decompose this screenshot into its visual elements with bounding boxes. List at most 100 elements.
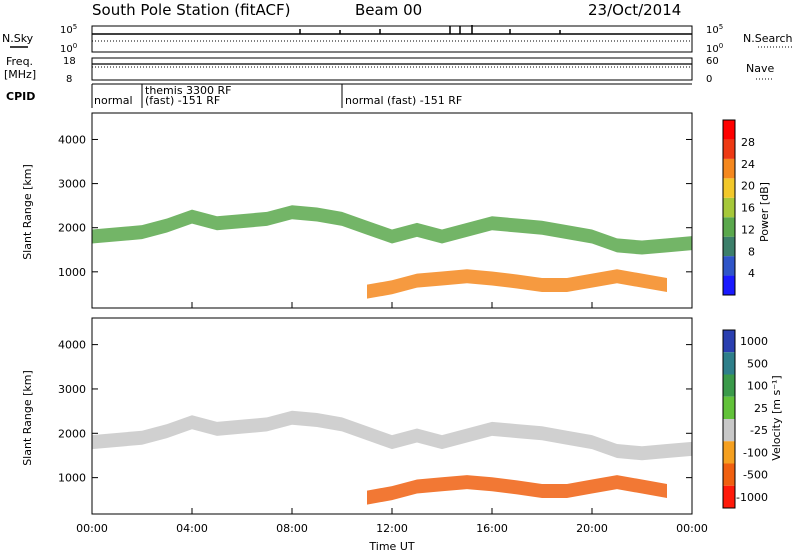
colorbar-tick-label: 16 [741,202,755,215]
echo-cell [242,417,267,434]
echo-cell [542,483,567,498]
colorbar-tick-label: 8 [748,245,755,258]
echo-cell [342,417,367,441]
echo-cell [342,211,367,235]
cpid-segment-normal-fast: normal (fast) -151 RF [345,94,462,107]
echo-cell [642,444,667,461]
echo-cell [392,479,417,501]
y-tick-label: 2000 [58,427,86,440]
echo-cell [492,216,517,233]
echo-cell [317,207,342,226]
echo-cell [267,410,292,432]
echo-cell [517,274,542,293]
echo-cell [642,479,667,498]
colorbar-tick-label: 4 [748,267,755,280]
echo-cell [442,428,467,450]
echo-cell [617,475,642,494]
echo-cell [517,218,542,235]
colorbar-frame [722,329,736,509]
echo-cell [567,479,592,498]
colorbar-tick-label: 25 [754,402,768,415]
colorbar-cell [723,352,735,375]
echo-cell [292,205,317,222]
echo-cell [417,428,442,450]
echo-cell [542,220,567,240]
echo-cell [492,271,517,289]
colorbar-tick-label: -500 [743,469,768,482]
x-tick-label: 08:00 [276,522,308,535]
echo-cell [367,486,392,505]
nsky-panel-frame [91,25,693,53]
echo-cell [667,441,692,459]
echo-cell [592,435,617,459]
y-tick-label: 4000 [58,339,86,352]
colorbar-tick-label: 28 [741,136,755,149]
colorbar-cell [723,256,735,276]
echo-cell [217,214,242,231]
colorbar-cell [723,139,735,159]
nsky-trace [92,25,692,42]
echo-cell [142,424,167,445]
x-tick-label: 12:00 [376,522,408,535]
freq-tick-low: 8 [66,74,72,85]
echo-cell [667,236,692,253]
colorbar-cell [723,197,735,218]
echo-cell [467,421,492,443]
colorbar-tick-label: 20 [741,180,755,193]
freq-label: Freq. [6,55,33,68]
colorbar-cell [723,236,735,257]
nsky-tick-high: 105 [60,23,77,36]
echo-cell [167,415,192,439]
colorbar-tick-label: 100 [747,380,768,393]
x-tick-label: 16:00 [476,522,508,535]
echo-cell [542,426,567,445]
echo-cell [442,222,467,244]
colorbar-tick-label: -25 [750,424,768,437]
echo-cell [617,269,642,288]
echo-cell [467,269,492,286]
colorbar-cell [723,275,735,295]
echo-cell [192,415,217,436]
echo-cell [467,475,492,492]
echo-cell [367,220,392,244]
date-label: 23/Oct/2014 [588,1,681,19]
freq-unit-label: [MHz] [4,68,36,81]
power-colorbar-label: Power [dB] [758,182,771,242]
cpid-segment-themis-1: themis 3300 RF [145,84,232,97]
nave-label: Nave [746,62,774,75]
colorbar-cell [723,441,735,464]
velocity-colorbar-label: Velocity [m s⁻¹] [770,375,783,460]
x-tick-label: 00:00 [76,522,108,535]
cpid-label: CPID [6,90,35,103]
colorbar-frame [722,119,736,296]
echo-cell [167,209,192,233]
x-tick-label: 20:00 [576,522,608,535]
colorbar-tick-label: 500 [747,357,768,370]
nsky-label: N.Sky [2,32,34,45]
echo-cell [492,421,517,439]
echo-cell [567,273,592,293]
echo-cell [567,225,592,244]
echo-cell [417,271,442,288]
echo-cell [617,444,642,461]
nsearch-label: N.Search [743,32,793,45]
echo-cell [292,410,317,427]
echo-cell [417,222,442,244]
colorbar-tick-label: -100 [743,446,768,459]
x-tick-label: 04:00 [176,522,208,535]
colorbar-cell [723,485,735,508]
colorbar-cell [723,330,735,353]
echo-cell [142,218,167,240]
echo-cell [517,424,542,441]
echo-cell [242,211,267,229]
cpid-segment-themis-2: (fast) -151 RF [145,94,220,107]
echo-cell [592,475,617,494]
velocity-data [92,410,692,505]
colorbar-tick-label: 1000 [740,335,768,348]
colorbar-cell [723,374,735,397]
colorbar-cell [723,217,735,237]
echo-cell [392,273,417,295]
y-tick-label: 3000 [58,383,86,396]
echo-cell [92,430,142,450]
